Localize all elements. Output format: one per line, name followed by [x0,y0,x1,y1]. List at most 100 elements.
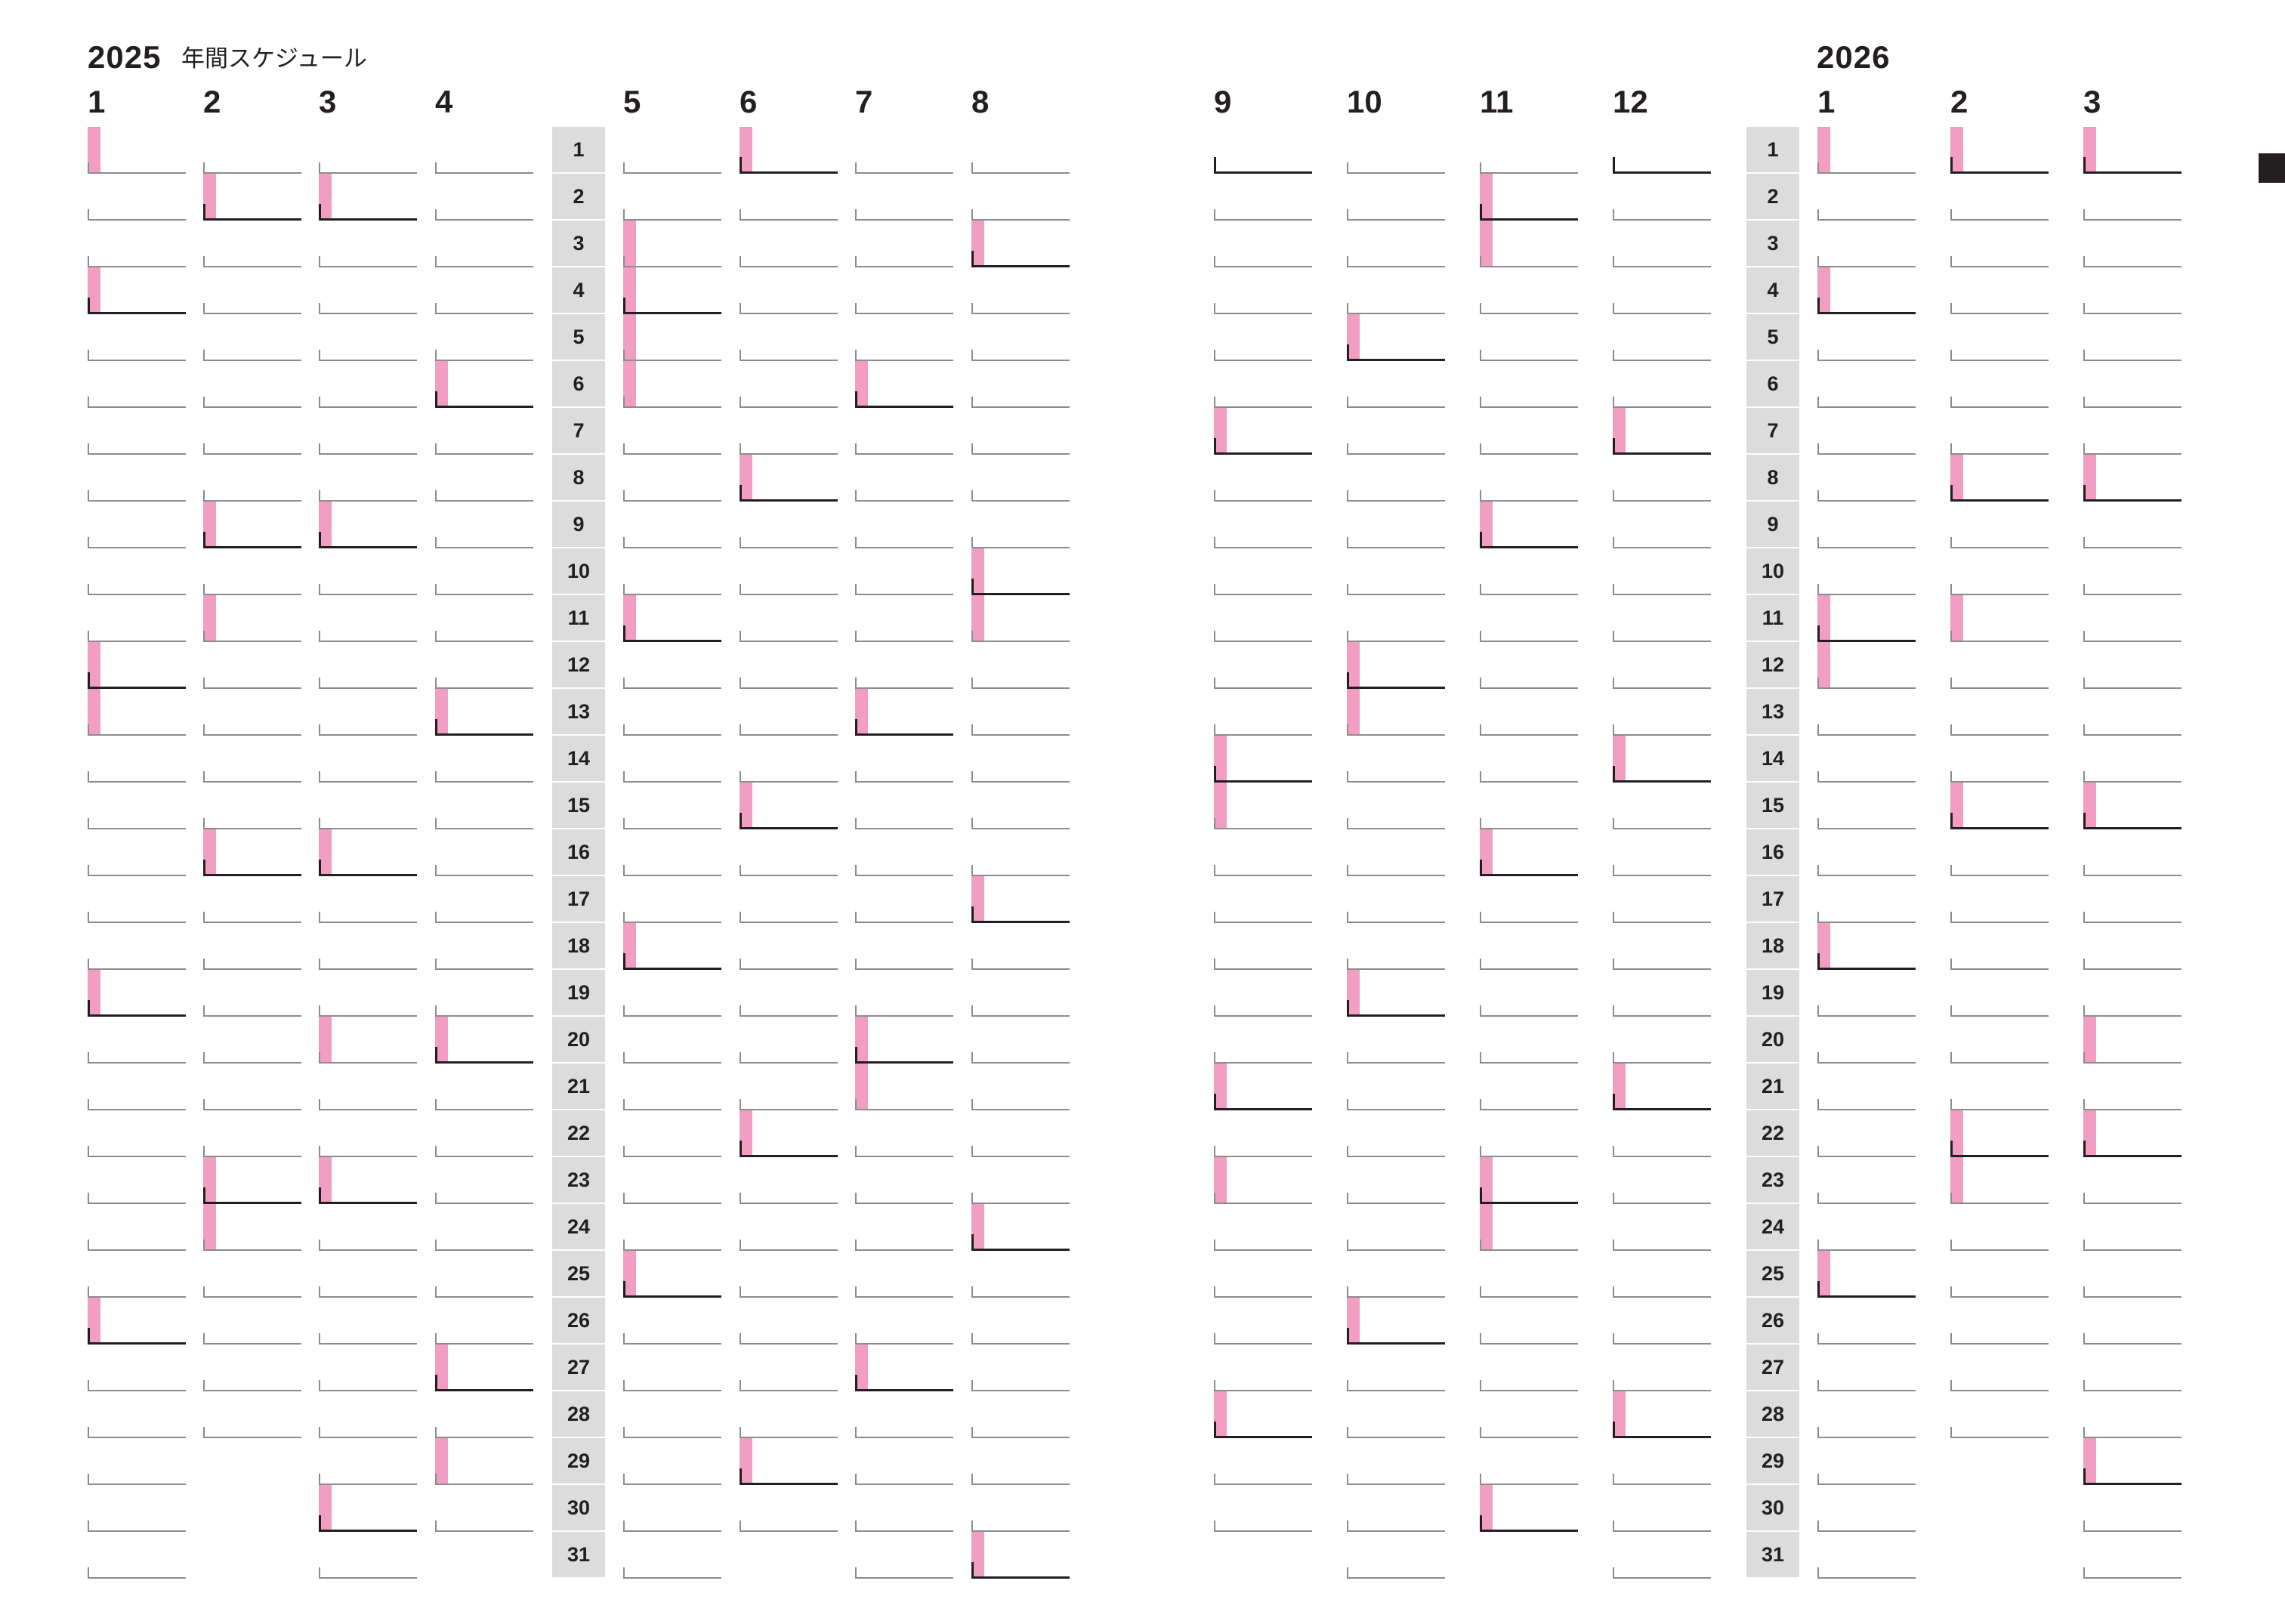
day-cell[interactable] [971,736,1070,783]
day-cell[interactable] [1214,127,1312,174]
day-cell[interactable] [88,829,186,876]
day-cell[interactable] [623,1204,721,1251]
day-cell[interactable] [1817,783,1916,829]
day-cell[interactable] [1480,408,1578,455]
day-cell[interactable] [1347,1345,1445,1391]
day-cell[interactable] [1480,1157,1578,1204]
day-cell[interactable] [855,689,953,736]
day-cell[interactable] [203,1298,301,1345]
day-cell[interactable] [435,783,533,829]
day-cell[interactable] [1347,1017,1445,1064]
day-cell[interactable] [88,1485,186,1532]
day-cell[interactable] [435,314,533,361]
day-cell[interactable] [623,1110,721,1157]
day-cell[interactable] [203,174,301,221]
day-cell[interactable] [1214,361,1312,408]
day-cell[interactable] [1817,267,1916,314]
day-cell[interactable] [203,314,301,361]
day-cell[interactable] [1347,1485,1445,1532]
day-cell[interactable] [1950,736,2049,783]
day-cell[interactable] [1817,829,1916,876]
day-cell[interactable] [88,1064,186,1110]
day-cell[interactable] [740,548,838,595]
day-cell[interactable] [1347,689,1445,736]
day-cell[interactable] [435,1017,533,1064]
day-cell[interactable] [319,1345,417,1391]
day-cell[interactable] [855,314,953,361]
day-cell[interactable] [623,642,721,689]
day-cell[interactable] [1950,689,2049,736]
day-cell[interactable] [2083,642,2182,689]
day-cell[interactable] [88,455,186,502]
day-cell[interactable] [2083,127,2182,174]
day-cell[interactable] [1950,783,2049,829]
day-cell[interactable] [88,502,186,548]
day-cell[interactable] [1950,1157,2049,1204]
day-cell[interactable] [740,642,838,689]
day-cell[interactable] [623,174,721,221]
day-cell[interactable] [2083,1532,2182,1579]
day-cell[interactable] [203,221,301,267]
day-cell[interactable] [2083,595,2182,642]
day-cell[interactable] [1950,127,2049,174]
day-cell[interactable] [1347,361,1445,408]
day-cell[interactable] [319,361,417,408]
day-cell[interactable] [1613,221,1711,267]
day-cell[interactable] [88,548,186,595]
day-cell[interactable] [1480,502,1578,548]
day-cell[interactable] [1613,970,1711,1017]
day-cell[interactable] [1613,876,1711,923]
day-cell[interactable] [435,736,533,783]
day-cell[interactable] [1480,1017,1578,1064]
day-cell[interactable] [1613,127,1711,174]
day-cell[interactable] [1613,408,1711,455]
day-cell[interactable] [740,1204,838,1251]
day-cell[interactable] [319,127,417,174]
day-cell[interactable] [88,1017,186,1064]
day-cell[interactable] [435,1251,533,1298]
day-cell[interactable] [971,548,1070,595]
day-cell[interactable] [319,1485,417,1532]
day-cell[interactable] [855,642,953,689]
day-cell[interactable] [1480,595,1578,642]
day-cell[interactable] [88,408,186,455]
day-cell[interactable] [623,221,721,267]
day-cell[interactable] [2083,1298,2182,1345]
day-cell[interactable] [1347,1110,1445,1157]
day-cell[interactable] [1613,548,1711,595]
day-cell[interactable] [1817,221,1916,267]
day-cell[interactable] [2083,267,2182,314]
day-cell[interactable] [88,783,186,829]
day-cell[interactable] [435,1438,533,1485]
day-cell[interactable] [319,1438,417,1485]
day-cell[interactable] [1347,267,1445,314]
day-cell[interactable] [435,502,533,548]
day-cell[interactable] [971,1204,1070,1251]
day-cell[interactable] [319,1298,417,1345]
day-cell[interactable] [855,736,953,783]
day-cell[interactable] [1817,408,1916,455]
day-cell[interactable] [971,455,1070,502]
day-cell[interactable] [1817,548,1916,595]
day-cell[interactable] [971,1064,1070,1110]
day-cell[interactable] [1347,1391,1445,1438]
day-cell[interactable] [435,1391,533,1438]
day-cell[interactable] [1950,1064,2049,1110]
day-cell[interactable] [623,408,721,455]
day-cell[interactable] [2083,174,2182,221]
day-cell[interactable] [1480,314,1578,361]
day-cell[interactable] [435,267,533,314]
day-cell[interactable] [1950,876,2049,923]
day-cell[interactable] [1950,642,2049,689]
day-cell[interactable] [88,1110,186,1157]
day-cell[interactable] [435,548,533,595]
day-cell[interactable] [1817,1485,1916,1532]
day-cell[interactable] [2083,1110,2182,1157]
day-cell[interactable] [435,221,533,267]
day-cell[interactable] [740,455,838,502]
day-cell[interactable] [203,455,301,502]
day-cell[interactable] [971,1017,1070,1064]
day-cell[interactable] [855,829,953,876]
day-cell[interactable] [1347,548,1445,595]
day-cell[interactable] [203,127,301,174]
